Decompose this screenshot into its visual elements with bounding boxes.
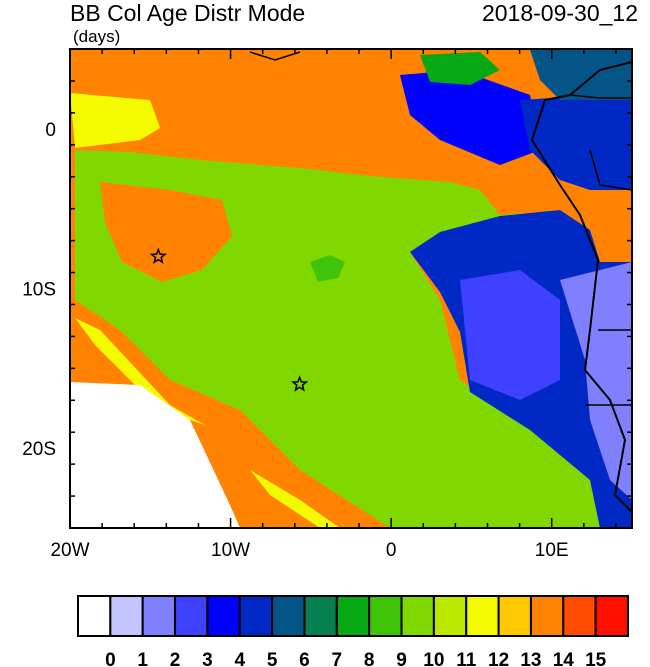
units-label: (days) bbox=[73, 27, 121, 46]
region-age-2 bbox=[560, 262, 632, 500]
colorbar-swatch bbox=[77, 595, 112, 637]
colorbar-swatch bbox=[303, 595, 338, 637]
colorbar-label: 2 bbox=[170, 650, 181, 667]
colorbar-label: 6 bbox=[299, 650, 310, 667]
colorbar-swatch bbox=[174, 595, 209, 637]
colorbar-label: 12 bbox=[488, 650, 509, 667]
region-age-4-north bbox=[400, 70, 540, 165]
lat-label: 20S bbox=[22, 439, 56, 460]
colorbar-swatch bbox=[368, 595, 403, 637]
lat-label: 10S bbox=[22, 280, 56, 301]
region-age-0 bbox=[70, 382, 240, 528]
colorbar-swatch bbox=[206, 595, 241, 637]
colorbar-label: 9 bbox=[396, 650, 407, 667]
lat-label: 0 bbox=[45, 120, 56, 141]
coastline bbox=[249, 51, 301, 61]
colorbar-swatch bbox=[497, 595, 532, 637]
colorbar-label: 4 bbox=[234, 650, 245, 667]
region-age-6 bbox=[530, 50, 632, 100]
axis-ticks: 20W 10W 0 10E 0 10S 20S bbox=[22, 48, 632, 561]
coastline bbox=[530, 61, 632, 513]
colorbar-label: 11 bbox=[456, 650, 477, 667]
colorbar-label: 5 bbox=[267, 650, 278, 667]
colorbar-swatch bbox=[141, 595, 177, 637]
colorbar-label: 14 bbox=[553, 650, 575, 667]
region-age-12-streak bbox=[75, 318, 205, 425]
plot-title: BB Col Age Distr Mode bbox=[70, 0, 306, 26]
field-layer bbox=[70, 49, 632, 528]
colorbar-swatch bbox=[109, 595, 144, 637]
region-age-9-patch bbox=[310, 255, 345, 282]
colorbar-label: 7 bbox=[332, 650, 343, 667]
lon-label: 10E bbox=[535, 540, 569, 561]
colorbar-swatch bbox=[335, 595, 371, 637]
colorbar-swatch bbox=[400, 595, 435, 637]
colorbar-swatch bbox=[562, 595, 597, 637]
colorbar-swatch bbox=[594, 595, 629, 637]
colorbar-swatch bbox=[238, 595, 274, 637]
colorbar-swatch bbox=[465, 595, 500, 637]
lon-label: 20W bbox=[50, 540, 89, 561]
region-age-12-topleft bbox=[70, 93, 160, 148]
colorbar-label: 1 bbox=[137, 650, 148, 667]
colorbar-swatch bbox=[432, 595, 468, 637]
region-age-8 bbox=[420, 52, 500, 85]
border bbox=[589, 149, 632, 191]
star-marker-icon bbox=[149, 247, 167, 264]
datetime-label: 2018-09-30_12 bbox=[481, 0, 638, 26]
map-frame bbox=[69, 48, 633, 529]
colorbar-label: 10 bbox=[423, 650, 444, 667]
region-age-3 bbox=[460, 270, 560, 400]
colorbar-label: 3 bbox=[202, 650, 213, 667]
border bbox=[569, 94, 632, 99]
colorbar-swatch bbox=[529, 595, 565, 637]
colorbar-label: 0 bbox=[105, 650, 116, 667]
star-marker-icon bbox=[290, 375, 309, 392]
region-age-12-streak bbox=[250, 470, 340, 528]
colorbar: 0 1 2 3 4 5 6 7 8 9 10 11 12 13 14 15 bbox=[77, 595, 629, 667]
region-age-14-band bbox=[70, 305, 390, 528]
markers-layer bbox=[149, 247, 309, 392]
region-age-14-blob bbox=[100, 182, 232, 282]
lon-label: 0 bbox=[386, 540, 397, 561]
colorbar-swatch bbox=[271, 595, 306, 637]
colorbar-label: 13 bbox=[520, 650, 541, 667]
lon-label: 10W bbox=[211, 540, 250, 561]
colorbar-label: 15 bbox=[585, 650, 607, 667]
colorbar-label: 8 bbox=[364, 650, 375, 667]
